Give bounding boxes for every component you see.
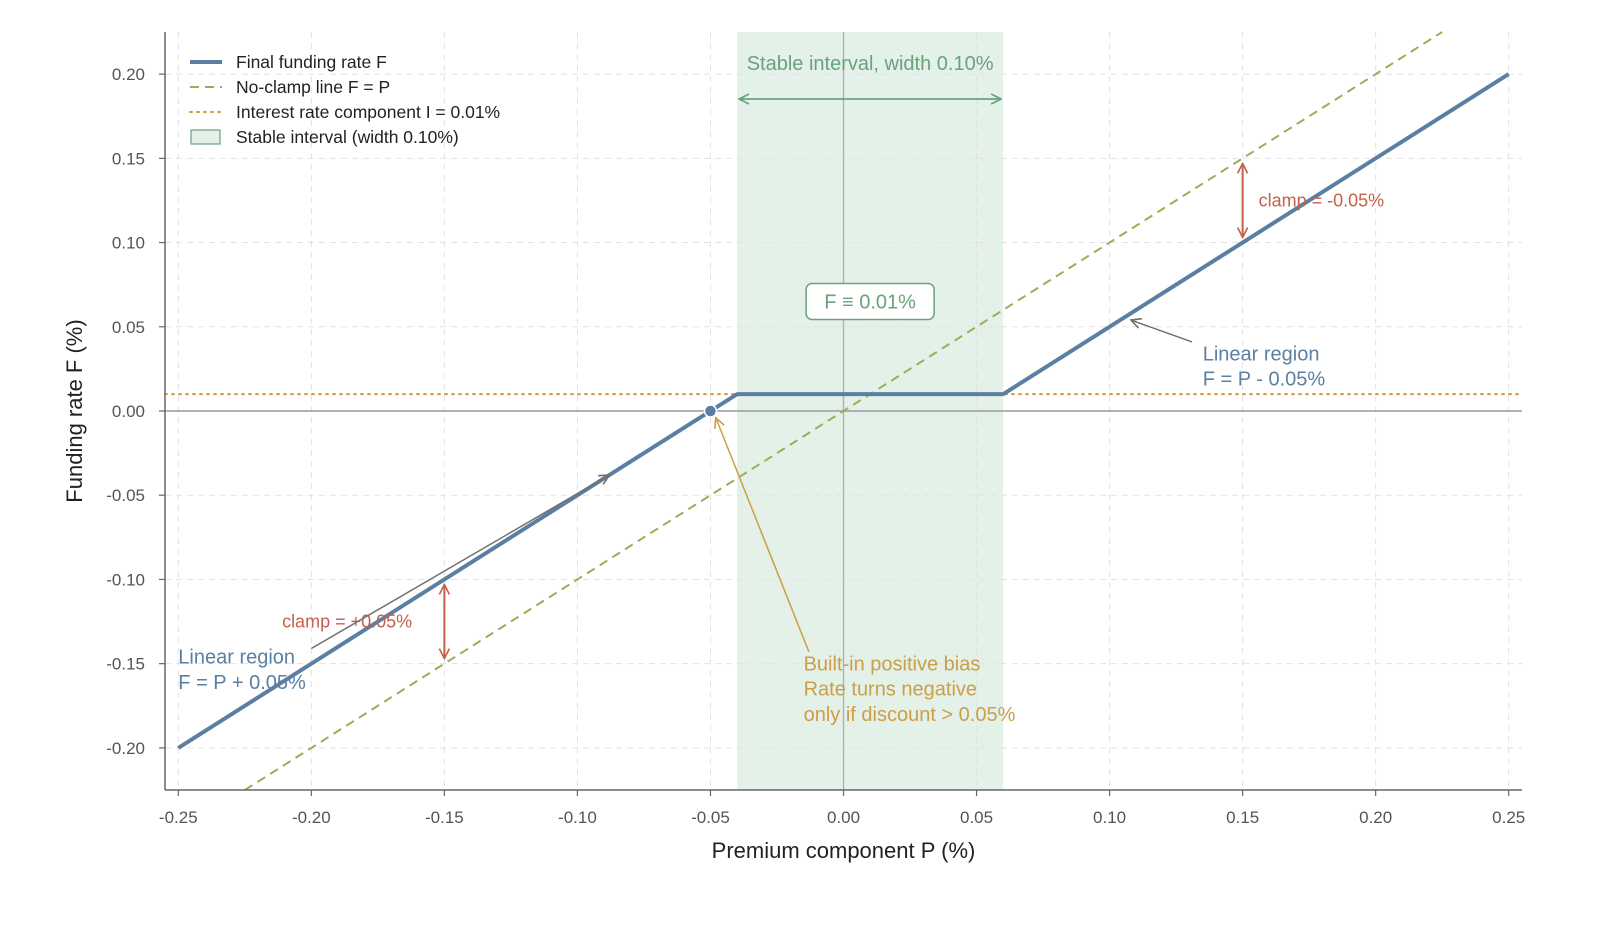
x-tick-label: -0.10 — [558, 808, 597, 827]
y-tick-label: -0.15 — [106, 655, 145, 674]
y-tick-label: -0.05 — [106, 486, 145, 505]
legend-swatch-band — [190, 129, 221, 145]
series-no-clamp-line — [244, 31, 1443, 791]
x-axis-label: Premium component P (%) — [712, 838, 976, 863]
stable-interval-title: Stable interval, width 0.10% — [747, 53, 994, 75]
series-final-funding-rate — [177, 72, 1510, 750]
f-constant-box — [805, 282, 935, 321]
legend-label-noclamp: No-clamp line F = P — [236, 77, 390, 97]
x-tick-label: 0.00 — [827, 808, 860, 827]
bias-label-line1: Built-in positive bias — [804, 653, 981, 675]
y-tick-label: 0.15 — [112, 149, 145, 168]
clamp-right-label: clamp = -0.05% — [1259, 190, 1385, 210]
x-tick-label: -0.20 — [292, 808, 331, 827]
x-tick-label: -0.15 — [425, 808, 464, 827]
legend-label-interest: Interest rate component I = 0.01% — [236, 102, 500, 122]
x-tick-label: 0.10 — [1093, 808, 1126, 827]
bias-label-line2: Rate turns negative — [804, 679, 977, 701]
bias-pointer — [716, 418, 810, 653]
x-tick-label: -0.05 — [691, 808, 730, 827]
y-tick-label: 0.10 — [112, 234, 145, 253]
y-tick-label: 0.20 — [112, 65, 145, 84]
bias-label-line3: only if discount > 0.05% — [804, 704, 1016, 726]
annotations: Stable interval, width 0.10% F ≡ 0.01% c… — [178, 53, 1384, 726]
clamp-left-label: clamp = +0.05% — [282, 612, 412, 632]
x-tick-label: 0.20 — [1359, 808, 1392, 827]
ticks: -0.25 -0.20 -0.15 -0.10 -0.05 0.00 0.05 0.10 0.1… — [106, 65, 1525, 827]
y-tick-label: -0.20 — [106, 739, 145, 758]
legend-label-final: Final funding rate F — [236, 52, 387, 72]
legend-label-band: Stable interval (width 0.10%) — [236, 127, 459, 147]
f-constant-label: F ≡ 0.01% — [824, 292, 916, 314]
legend: Final funding rate F No-clamp line F = P… — [189, 52, 500, 147]
linear-right-pointer — [1131, 320, 1193, 343]
linear-left-pointer — [310, 475, 609, 650]
x-tick-label: 0.25 — [1492, 808, 1525, 827]
x-tick-label: -0.25 — [159, 808, 198, 827]
y-tick-label: 0.00 — [112, 402, 145, 421]
x-tick-label: 0.15 — [1226, 808, 1259, 827]
linear-right-label-line2: F = P - 0.05% — [1203, 369, 1326, 391]
linear-left-label-line2: F = P + 0.05% — [178, 672, 306, 694]
y-axis-label: Funding rate F (%) — [62, 319, 87, 502]
linear-right-label-line1: Linear region — [1203, 343, 1320, 365]
breakeven-marker — [703, 404, 718, 418]
y-tick-label: -0.10 — [106, 570, 145, 589]
y-tick-label: 0.05 — [112, 318, 145, 337]
linear-left-label-line1: Linear region — [178, 647, 295, 669]
x-tick-label: 0.05 — [960, 808, 993, 827]
